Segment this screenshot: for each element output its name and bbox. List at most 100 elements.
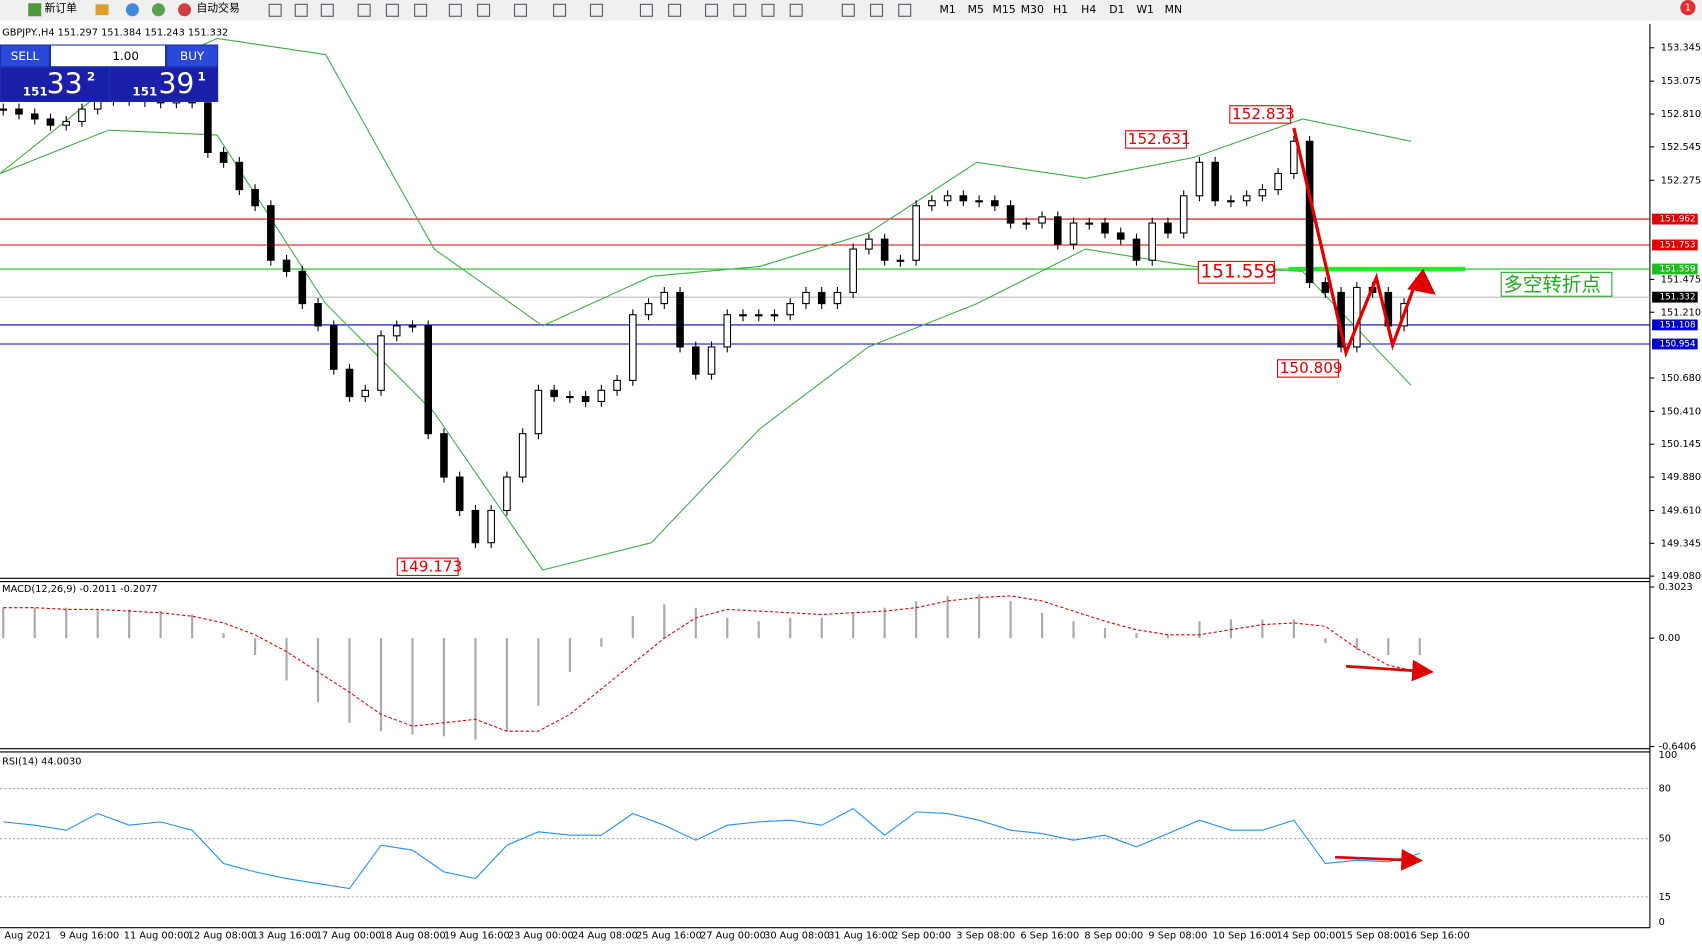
tool-icon[interactable] — [589, 3, 603, 17]
x-tick-label: 18 Aug 08:00 — [380, 930, 446, 941]
tool-icon[interactable] — [357, 3, 371, 17]
y-tick-label: 50 — [1659, 834, 1671, 845]
auto-trade-icon[interactable] — [178, 3, 192, 17]
timeframe-button[interactable]: M30 — [1021, 3, 1044, 16]
timeframe-button[interactable]: W1 — [1136, 3, 1154, 16]
candle — [1258, 189, 1267, 197]
tool-icon[interactable] — [553, 3, 567, 17]
price-annotation: 152.833 — [1232, 105, 1295, 123]
tool-icon[interactable] — [639, 3, 653, 17]
candle — [597, 389, 606, 403]
sell-price-main: 33 — [47, 68, 83, 101]
candle — [1053, 216, 1062, 245]
price-annotation-box — [1125, 130, 1187, 149]
new-order-button[interactable]: 新订单 — [45, 1, 78, 15]
candle — [770, 314, 779, 317]
candle — [78, 108, 86, 123]
macd-label: MACD(12,26,9) -0.2011 -0.2077 — [2, 584, 158, 595]
x-tick-label: 8 Sep 00:00 — [1084, 930, 1143, 941]
candle — [219, 151, 228, 163]
tool-icon[interactable] — [733, 3, 747, 17]
candle — [739, 314, 747, 317]
tool-icon[interactable] — [761, 3, 775, 17]
timeframe-button[interactable]: D1 — [1109, 3, 1124, 16]
price-tag-label: 151.962 — [1660, 215, 1696, 225]
buy-button[interactable] — [167, 45, 218, 67]
candle — [676, 291, 684, 348]
candle — [865, 238, 873, 250]
candle — [46, 118, 55, 126]
candle — [314, 303, 322, 327]
x-tick-label: 13 Aug 16:00 — [252, 930, 318, 941]
trade-panel: SELL 1.00 BUY 151 33 2 151 39 1 — [0, 44, 219, 102]
tool-icon[interactable] — [268, 3, 282, 17]
y-tick-label: 80 — [1659, 784, 1671, 795]
tool-icon[interactable] — [294, 3, 308, 17]
tool-icon[interactable] — [705, 3, 719, 17]
candle — [424, 325, 433, 435]
timeframe-button[interactable]: MN — [1165, 3, 1182, 16]
candle — [1085, 222, 1094, 225]
toolbar-icon[interactable] — [151, 3, 165, 17]
auto-trade-button[interactable]: 自动交易 — [196, 1, 239, 15]
candle — [1116, 232, 1125, 240]
timeframe-button[interactable]: H4 — [1081, 3, 1096, 16]
timeframe-button[interactable]: M15 — [992, 3, 1015, 16]
y-tick-label: 15 — [1659, 892, 1671, 903]
toolbar-icon[interactable] — [125, 3, 139, 17]
tool-icon[interactable] — [385, 3, 399, 17]
toolbar-icon[interactable] — [95, 4, 109, 16]
tool-icon[interactable] — [898, 3, 912, 17]
tool-icon[interactable] — [448, 3, 462, 17]
x-tick-label: 9 Sep 08:00 — [1148, 930, 1207, 941]
bollinger-band — [0, 129, 1412, 571]
tool-icon[interactable] — [841, 3, 855, 17]
price-annotation: 152.631 — [1128, 130, 1191, 148]
buy-label: BUY — [180, 49, 205, 63]
y-tick-label: 150.410 — [1661, 406, 1701, 417]
timeframe-button[interactable]: H1 — [1053, 3, 1068, 16]
y-tick-label: 152.275 — [1661, 175, 1701, 186]
x-tick-label: 30 Aug 08:00 — [764, 930, 830, 941]
x-tick-label: 10 Sep 16:00 — [1212, 930, 1277, 941]
new-order-icon[interactable] — [28, 3, 42, 17]
timeframe-button[interactable]: M1 — [939, 3, 955, 16]
y-tick-label: 149.345 — [1661, 538, 1701, 549]
x-tick-label: 19 Aug 16:00 — [444, 930, 510, 941]
current-price-label: 151.332 — [1660, 293, 1696, 303]
candle — [959, 195, 968, 202]
tool-icon[interactable] — [414, 3, 428, 17]
candle — [1164, 222, 1172, 234]
candle — [1227, 200, 1235, 203]
tool-icon[interactable] — [320, 3, 334, 17]
tool-icon[interactable] — [869, 3, 884, 17]
tool-icon[interactable] — [513, 3, 527, 17]
candle — [896, 259, 905, 262]
price-annotation: 151.559 — [1201, 261, 1277, 282]
tool-icon[interactable] — [789, 3, 803, 17]
candle — [471, 509, 480, 544]
sell-label: SELL — [11, 49, 40, 63]
lot-input[interactable] — [51, 45, 165, 67]
bollinger-band — [0, 37, 1412, 327]
candle — [15, 108, 23, 115]
buy-price[interactable] — [110, 68, 218, 101]
candle — [455, 476, 464, 512]
candle — [1195, 161, 1204, 197]
candle — [660, 291, 669, 305]
sell-button[interactable] — [1, 45, 49, 67]
tool-icon[interactable] — [477, 3, 491, 17]
notification-badge[interactable] — [1680, 0, 1696, 16]
candle — [833, 291, 842, 305]
y-tick-label: -0.6406 — [1659, 742, 1697, 753]
x-tick-label: 27 Aug 00:00 — [700, 930, 766, 941]
rsi-line — [3, 807, 1420, 890]
price-annotation-box — [1229, 105, 1292, 124]
candle — [691, 346, 700, 375]
price-tag — [1652, 213, 1698, 225]
tool-icon[interactable] — [668, 3, 682, 17]
sell-price[interactable] — [1, 68, 109, 101]
rsi-arrow — [1335, 848, 1424, 871]
candle — [1069, 222, 1078, 245]
timeframe-button[interactable]: M5 — [968, 3, 984, 16]
